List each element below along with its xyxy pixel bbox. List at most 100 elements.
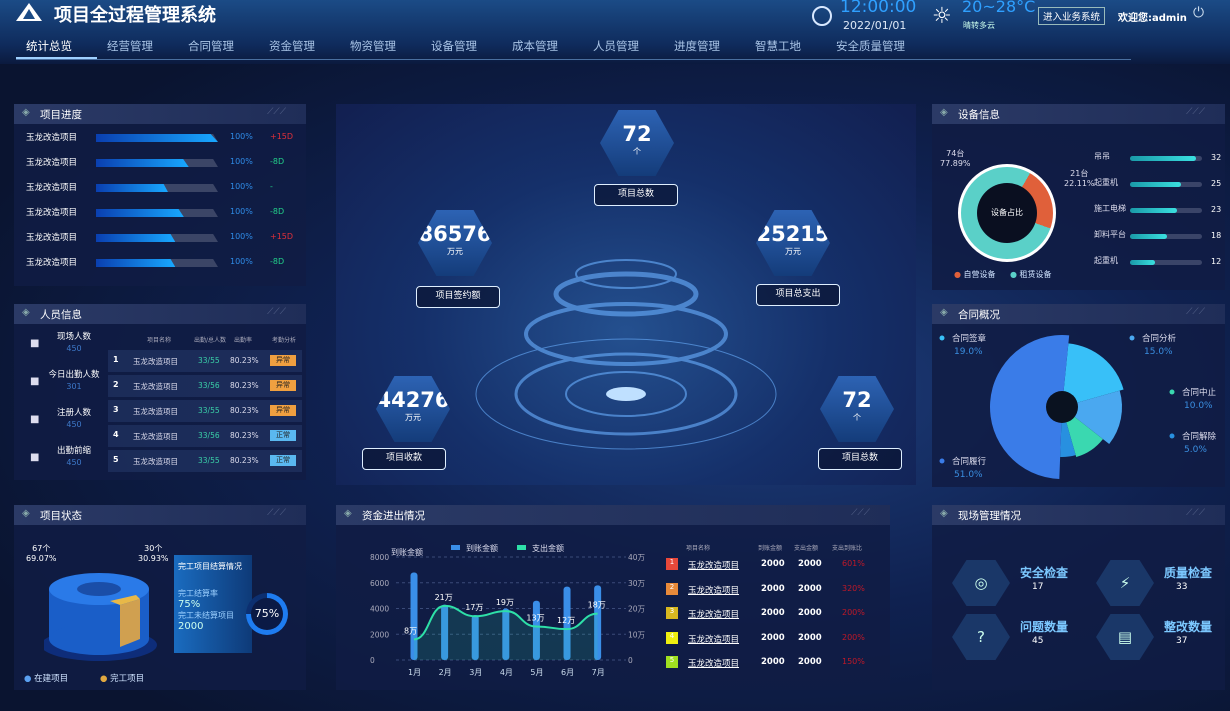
stat-label: 注册人数 [56, 408, 91, 418]
panel-header: ◈ 资金进出情况 ⟋⟋⟋ [336, 505, 890, 525]
x-tick: 7月 [592, 668, 605, 677]
bar [441, 604, 449, 660]
project-link[interactable]: 玉龙改造项目 [688, 610, 740, 620]
received-amount: 2000 [761, 632, 785, 643]
legend-label: 支出金额 [532, 543, 564, 553]
nav-tab[interactable]: 进度管理 [674, 39, 720, 53]
stat-hexagon: 72 个 [820, 376, 894, 442]
site-item-label: 整改数量 [1164, 620, 1213, 634]
stat-label-button[interactable]: 项目签约额 [416, 286, 500, 308]
site-item-label: 安全检查 [1020, 566, 1069, 580]
project-link[interactable]: 玉龙改造项目 [688, 634, 740, 645]
y-tick-right: 10万 [628, 630, 646, 639]
calendar-icon: ■ [30, 376, 40, 387]
table-row[interactable]: 4 玉龙改造项目 33/56 80.23% 正常 [108, 425, 302, 447]
equipment-panel: ◈ 设备信息 ⟋⟋⟋ 设备占比 74台 77.89% 21台 22.11% ● 自营设备 ● 租… [932, 104, 1225, 290]
row-ratio: 33/55 [198, 356, 220, 365]
table-row[interactable]: 5 玉龙改造项目 33/55 80.23% 正常 [108, 450, 302, 472]
equipment-name: 吊吊 [1094, 152, 1110, 161]
stat-value: 450 [66, 458, 82, 467]
rose-slice [990, 335, 1070, 479]
project-name: 玉龙改造项目 [26, 258, 78, 268]
diamond-icon: ◈ [940, 508, 948, 519]
nav-tab[interactable]: 资金管理 [269, 39, 315, 53]
site-item[interactable]: ▤ 整改数量 37 [1096, 614, 1230, 660]
rose-center [1046, 391, 1078, 423]
slice-pct: 5.0% [1184, 445, 1207, 455]
site-item-value: 33 [1176, 582, 1188, 592]
row-rate: 80.23% [230, 456, 259, 465]
rank-badge: 2 [666, 582, 678, 595]
equipment-count: 25 [1211, 179, 1222, 188]
contract-panel: ◈ 合同概况 ⟋⟋⟋ 合同签章 19.0% 合同分析 15.0% 合同中止 10.0% 合同解除… [932, 304, 1225, 487]
legend-item: ● 自营设备 [954, 270, 996, 279]
nav-tab[interactable]: 人员管理 [593, 39, 639, 53]
nav-tab[interactable]: 安全质量管理 [836, 39, 905, 53]
table-row[interactable]: 3 玉龙改造项目 33/55 80.23% 异常 [108, 400, 302, 422]
enter-system-button[interactable]: 进入业务系统 [1038, 7, 1106, 25]
dots-icon: ⟋⟋⟋ [267, 107, 286, 117]
line-data-label: 12万 [557, 616, 575, 625]
weather: 晴转多云 [963, 21, 995, 30]
nav-tab[interactable]: 设备管理 [431, 39, 477, 53]
stat-label: 出勤前缩 [56, 446, 91, 456]
stat-label-button[interactable]: 项目总数 [818, 448, 902, 470]
stat-unit: 万元 [405, 413, 421, 422]
site-item[interactable]: ⚡ 质量检查 33 [1096, 560, 1230, 606]
panel-header: ◈ 人员信息 ⟋⟋⟋ [14, 304, 306, 324]
progress-delta: -8D [270, 257, 285, 266]
project-link[interactable]: 玉龙改造项目 [688, 659, 740, 669]
y-tick-left: 0 [370, 656, 375, 665]
panel-title: 资金进出情况 [362, 510, 425, 522]
logo-icon [16, 3, 42, 21]
row-rate: 80.23% [230, 356, 259, 365]
project-link[interactable]: 玉龙改造项目 [688, 561, 740, 571]
table-row[interactable]: 1 玉龙改造项目 33/55 80.23% 异常 [108, 350, 302, 372]
settlement-rate: 75% [178, 599, 201, 610]
nav-divider [16, 59, 1131, 60]
stat-label: 今日出勤人数 [48, 370, 100, 380]
nav-tab[interactable]: 经营管理 [107, 39, 153, 53]
welcome-user: 欢迎您:admin [1118, 13, 1187, 24]
contract-rose-chart: 合同签章 19.0% 合同分析 15.0% 合同中止 10.0% 合同解除 5.0% 合同履行 5… [939, 333, 1217, 480]
power-icon[interactable]: ⏻ [1193, 5, 1205, 21]
diamond-icon: ◈ [940, 307, 948, 318]
stat-label-button[interactable]: 项目总支出 [756, 284, 840, 306]
settlement-ring: 75% [246, 593, 288, 635]
site-item-value: 17 [1032, 582, 1044, 592]
row-number: 3 [113, 405, 119, 414]
table-row[interactable]: 2 玉龙改造项目 33/56 80.23% 异常 [108, 375, 302, 397]
bar [563, 586, 571, 660]
diamond-icon: ◈ [22, 107, 30, 118]
project-name: 玉龙改造项目 [26, 133, 78, 143]
panel-header: ◈ 合同概况 ⟋⟋⟋ [932, 304, 1225, 324]
dots-icon: ⟋⟋⟋ [851, 508, 870, 518]
clock-icon [812, 6, 832, 26]
stat-label-button[interactable]: 项目收款 [362, 448, 446, 470]
nav-tab[interactable]: 物资管理 [350, 39, 396, 53]
row-number: 1 [113, 355, 119, 364]
nav-tab[interactable]: 成本管理 [512, 39, 558, 53]
rank-badge: 4 [666, 631, 678, 644]
progress-delta: -8D [270, 207, 285, 216]
table-header: 项目名称 [147, 337, 172, 344]
progress-bar [96, 134, 218, 142]
y-tick-right: 0 [628, 656, 633, 665]
stat-label-button[interactable]: 项目总数 [594, 184, 678, 206]
table-header: 出勤/总人数 [194, 337, 227, 344]
nav-tab[interactable]: 统计总览 [16, 38, 97, 59]
project-link[interactable]: 玉龙改造项目 [688, 585, 740, 596]
legend-dot [939, 335, 945, 341]
site-item[interactable]: ? 问题数量 45 [952, 614, 1230, 660]
progress-panel: ◈ 项目进度 ⟋⟋⟋ 玉龙改造项目 100% +15D 玉龙改造项目 100% -8D 玉龙改造… [14, 104, 306, 286]
nav-tab[interactable]: 合同管理 [188, 39, 234, 53]
row-rate: 80.23% [230, 381, 259, 390]
dots-icon: ⟋⟋⟋ [1186, 508, 1205, 518]
nav-tab[interactable]: 智慧工地 [755, 39, 801, 53]
legend-item: ● 租赁设备 [1010, 270, 1052, 279]
progress-delta: - [270, 182, 273, 191]
site-item[interactable]: ◎ 安全检查 17 [952, 560, 1230, 606]
slice-pct: 15.0% [1144, 347, 1173, 357]
site-item-label: 质量检查 [1164, 566, 1213, 580]
stat-label: 现场人数 [56, 332, 91, 342]
